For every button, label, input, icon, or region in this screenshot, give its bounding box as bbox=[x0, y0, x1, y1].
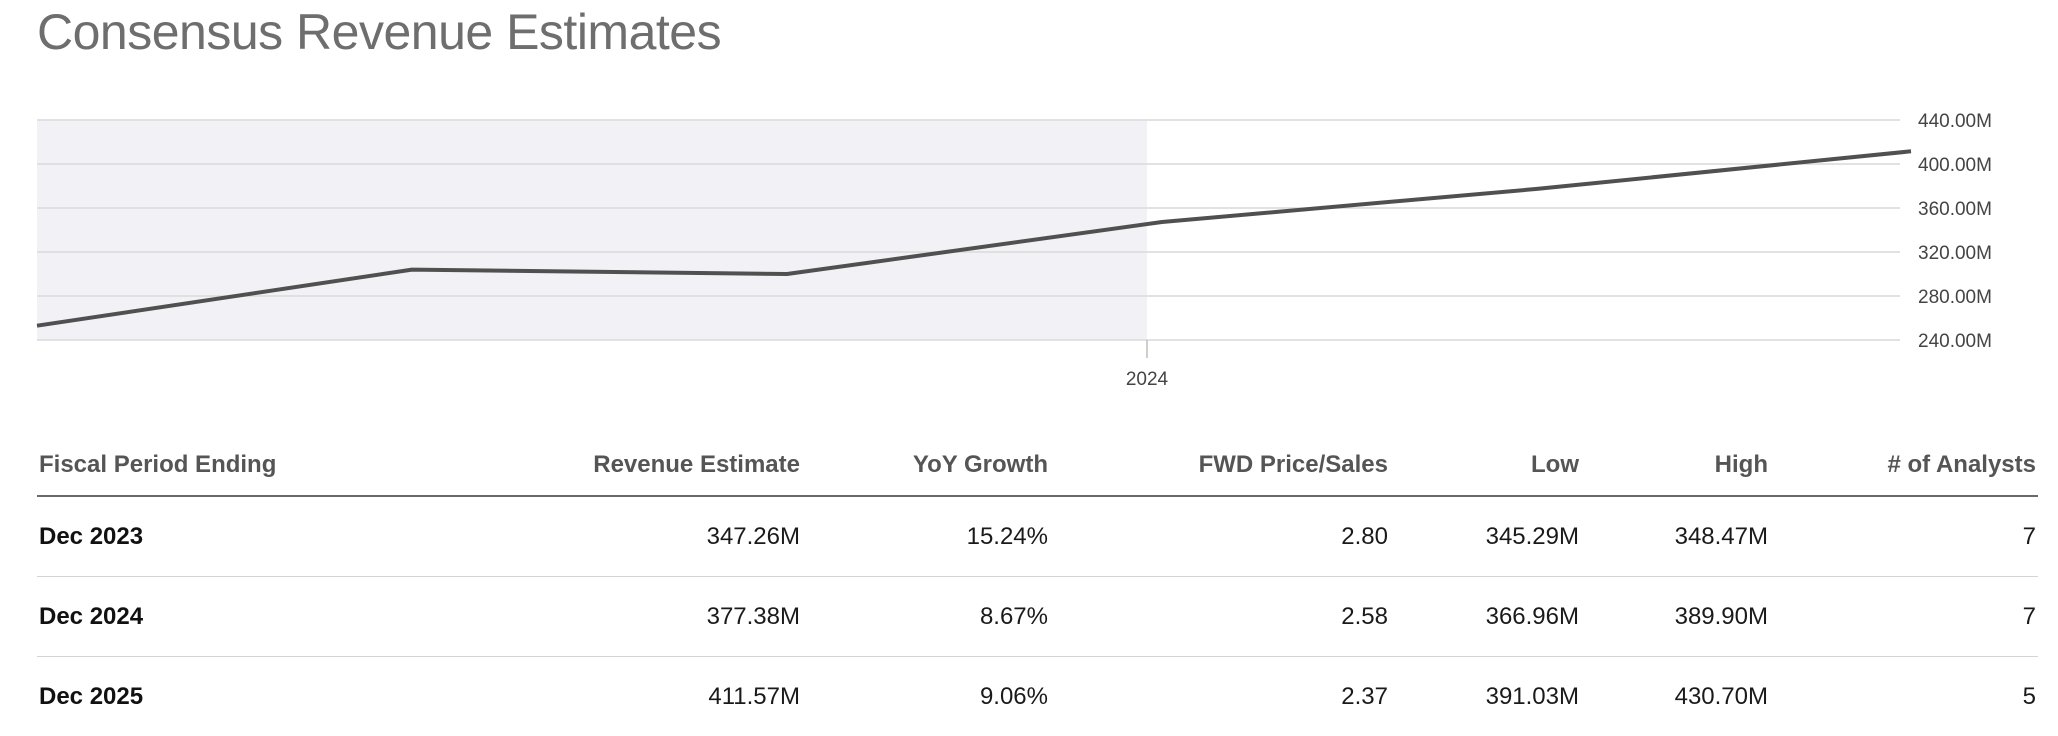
table-row: Dec 2025 411.57M 9.06% 2.37 391.03M 430.… bbox=[37, 657, 2038, 736]
header-high[interactable]: High bbox=[1581, 435, 1770, 496]
header-low[interactable]: Low bbox=[1390, 435, 1581, 496]
cell-high: 348.47M bbox=[1581, 496, 1770, 577]
cell-num-analysts: 7 bbox=[1770, 577, 2038, 657]
revenue-line-chart: 440.00M 400.00M 360.00M 320.00M 280.00M 240.0… bbox=[0, 100, 2058, 400]
header-fwd-price-sales[interactable]: FWD Price/Sales bbox=[1050, 435, 1390, 496]
y-tick-label: 360.00M bbox=[1918, 199, 1992, 220]
cell-num-analysts: 5 bbox=[1770, 657, 2038, 736]
cell-yoy-growth: 8.67% bbox=[802, 577, 1050, 657]
cell-high: 430.70M bbox=[1581, 657, 1770, 736]
page-title: Consensus Revenue Estimates bbox=[37, 2, 721, 62]
cell-num-analysts: 7 bbox=[1770, 496, 2038, 577]
header-num-analysts[interactable]: # of Analysts bbox=[1770, 435, 2038, 496]
historical-period-shade bbox=[37, 120, 1147, 340]
cell-high: 389.90M bbox=[1581, 577, 1770, 657]
cell-fiscal-period: Dec 2024 bbox=[37, 577, 307, 657]
y-tick-label: 280.00M bbox=[1918, 287, 1992, 308]
cell-fwd-price-sales: 2.37 bbox=[1050, 657, 1390, 736]
cell-yoy-growth: 15.24% bbox=[802, 496, 1050, 577]
cell-fwd-price-sales: 2.80 bbox=[1050, 496, 1390, 577]
cell-fiscal-period: Dec 2025 bbox=[37, 657, 307, 736]
y-tick-label: 240.00M bbox=[1918, 331, 1992, 352]
cell-revenue-estimate: 411.57M bbox=[307, 657, 802, 736]
y-tick-label: 320.00M bbox=[1918, 243, 1992, 264]
cell-yoy-growth: 9.06% bbox=[802, 657, 1050, 736]
x-axis: 2024 bbox=[1126, 340, 1169, 390]
cell-low: 391.03M bbox=[1390, 657, 1581, 736]
cell-low: 366.96M bbox=[1390, 577, 1581, 657]
table-header-row: Fiscal Period Ending Revenue Estimate Yo… bbox=[37, 435, 2038, 496]
header-yoy-growth[interactable]: YoY Growth bbox=[802, 435, 1050, 496]
x-tick-label: 2024 bbox=[1126, 369, 1169, 390]
y-tick-label: 440.00M bbox=[1918, 111, 1992, 132]
header-fiscal-period[interactable]: Fiscal Period Ending bbox=[37, 435, 307, 496]
cell-revenue-estimate: 347.26M bbox=[307, 496, 802, 577]
y-axis-labels: 440.00M 400.00M 360.00M 320.00M 280.00M 240.0… bbox=[1918, 111, 1992, 352]
revenue-estimates-table: Fiscal Period Ending Revenue Estimate Yo… bbox=[37, 435, 2038, 736]
cell-low: 345.29M bbox=[1390, 496, 1581, 577]
table-row: Dec 2023 347.26M 15.24% 2.80 345.29M 348… bbox=[37, 496, 2038, 577]
table-row: Dec 2024 377.38M 8.67% 2.58 366.96M 389.… bbox=[37, 577, 2038, 657]
cell-revenue-estimate: 377.38M bbox=[307, 577, 802, 657]
cell-fwd-price-sales: 2.58 bbox=[1050, 577, 1390, 657]
y-tick-label: 400.00M bbox=[1918, 155, 1992, 176]
header-revenue-estimate[interactable]: Revenue Estimate bbox=[307, 435, 802, 496]
cell-fiscal-period: Dec 2023 bbox=[37, 496, 307, 577]
